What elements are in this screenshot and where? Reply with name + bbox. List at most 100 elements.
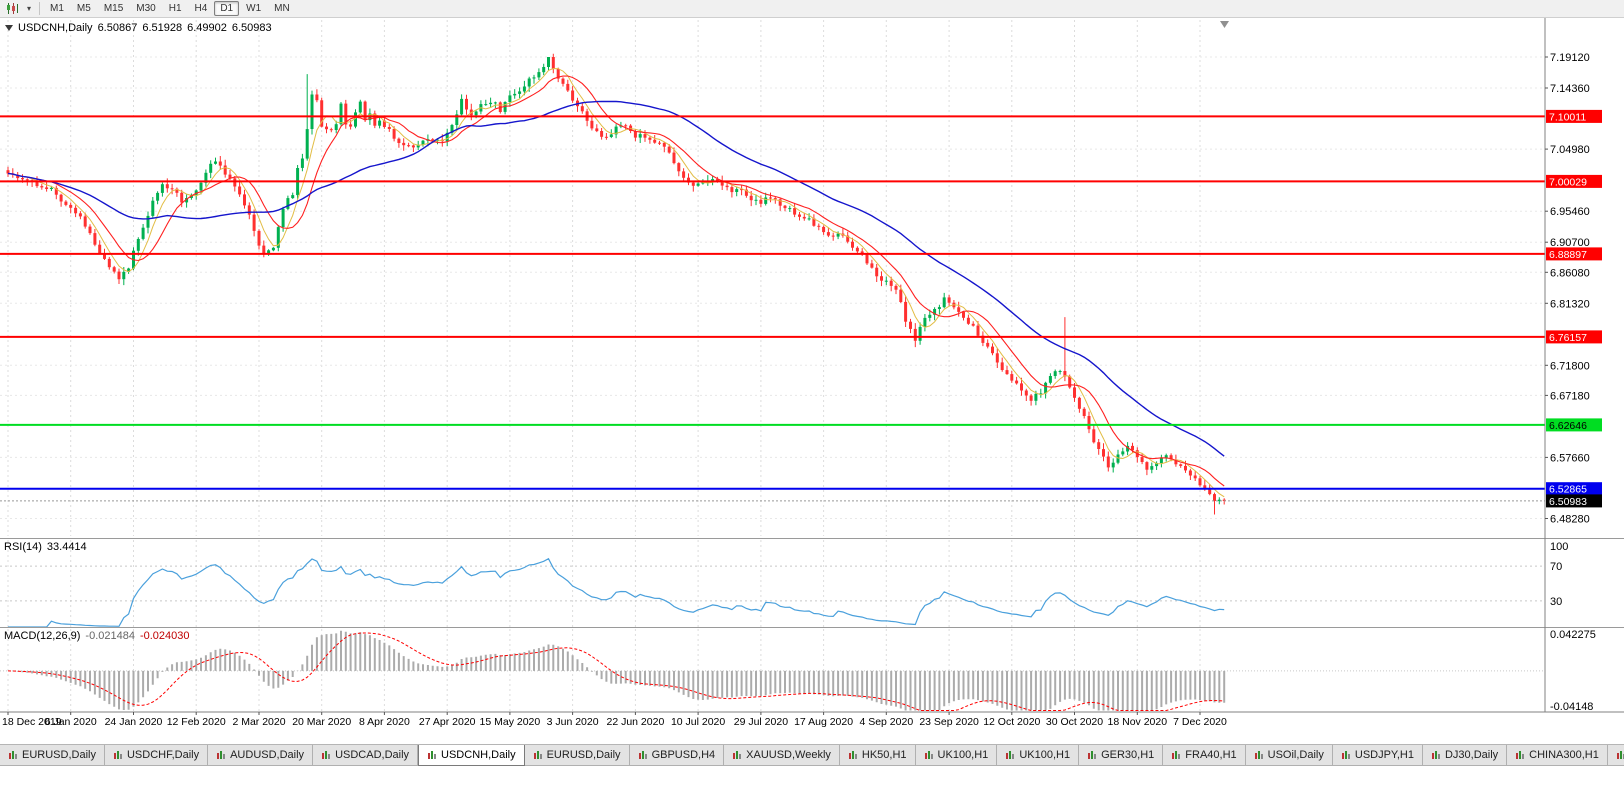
chart-tab-eurusd-daily[interactable]: EURUSD,Daily <box>524 745 630 766</box>
price-axis[interactable]: 7.19120 7.14360 7.04980 6.95460 6.90700 6.860… <box>1545 52 1602 713</box>
chart-tab-usoil-daily[interactable]: USOil,Daily <box>1245 745 1333 766</box>
chart-tab-label: CHINA300,H1 <box>1529 749 1599 761</box>
svg-text:7.19120: 7.19120 <box>1550 52 1590 64</box>
svg-text:6 Jan 2020: 6 Jan 2020 <box>45 716 97 728</box>
chart-tab-label: GER30,H1 <box>1101 749 1155 761</box>
svg-text:7.04980: 7.04980 <box>1550 144 1590 156</box>
svg-text:12 Feb 2020: 12 Feb 2020 <box>167 716 226 728</box>
svg-text:6.52865: 6.52865 <box>1549 484 1587 496</box>
period-button-m1[interactable]: M1 <box>50 3 64 14</box>
chart-tab-fra40-h1[interactable]: FRA40,H1 <box>1163 745 1246 766</box>
svg-text:30: 30 <box>1550 596 1562 608</box>
svg-text:6.95460: 6.95460 <box>1550 206 1590 218</box>
chart-tab-uk100-h1[interactable]: UK100,H1 <box>915 745 998 766</box>
chart-tab-label: USDCHF,Daily <box>126 749 200 761</box>
svg-text:-0.04148: -0.04148 <box>1550 701 1593 713</box>
period-button-mn[interactable]: MN <box>274 3 290 14</box>
period-button-w1[interactable]: W1 <box>246 3 262 14</box>
chart-tab-label: EURUSD,Daily <box>22 749 96 761</box>
chart-tab-label: USDJPY,H1 <box>1354 749 1414 761</box>
chart-tab-label: USDCAD,Daily <box>335 749 410 761</box>
subwindow-collapse-icon[interactable] <box>5 25 13 31</box>
chart-tab-usdcnh-daily[interactable]: USDCNH,Daily <box>418 745 525 766</box>
svg-text:22 Jun 2020: 22 Jun 2020 <box>606 716 664 728</box>
svg-text:30 Oct 2020: 30 Oct 2020 <box>1046 716 1103 728</box>
chart-tab-audusd-daily[interactable]: AUDUSD,Daily <box>208 745 314 766</box>
chart-tab-label: HK50,H1 <box>861 749 907 761</box>
chart-tab-usdchf-daily[interactable]: USDCHF,Daily <box>104 745 209 766</box>
svg-text:6.67180: 6.67180 <box>1550 390 1590 402</box>
rsi-panel <box>0 557 1545 628</box>
chart-tab-icon <box>1087 750 1097 760</box>
svg-text:15 May 2020: 15 May 2020 <box>480 716 541 728</box>
period-button-d1[interactable]: D1 <box>214 1 240 16</box>
chart-tab-label: USOil,Daily <box>1267 749 1324 761</box>
chart-tab-label: UK100,H1 <box>1019 749 1071 761</box>
chart-tabbar: EURUSD,Daily USDCHF,Daily AUDUSD,Daily USDC… <box>0 744 1624 766</box>
chart-tab-china300-h1[interactable]: CHINA300,H1 <box>1507 745 1608 766</box>
period-buttons-group: M1 M5 M15 M30 H1 H4 D1 W1 MN <box>44 1 296 16</box>
chart-tab-hk50-h1[interactable]: HK50,H1 <box>839 745 916 766</box>
chart-tab-icon <box>1616 750 1624 760</box>
svg-text:2 Mar 2020: 2 Mar 2020 <box>232 716 285 728</box>
svg-text:17 Aug 2020: 17 Aug 2020 <box>794 716 853 728</box>
svg-text:0.042275: 0.042275 <box>1550 629 1596 641</box>
chart-tab-gbpusd-h4[interactable]: GBPUSD,H4 <box>629 745 725 766</box>
svg-text:12 Oct 2020: 12 Oct 2020 <box>983 716 1040 728</box>
chart-tab-icon <box>1005 750 1015 760</box>
svg-text:6.88897: 6.88897 <box>1549 249 1587 261</box>
chart-tab-label: DJ30,Daily <box>1444 749 1499 761</box>
svg-text:24 Jan 2020: 24 Jan 2020 <box>105 716 163 728</box>
chart-tab-icon <box>1171 750 1181 760</box>
chart-tab-us[interactable]: US <box>1607 745 1624 766</box>
chart-tab-label: GBPUSD,H4 <box>651 749 716 761</box>
chart-tab-eurusd-daily[interactable]: EURUSD,Daily <box>0 745 105 766</box>
chart-tab-icon <box>8 750 18 760</box>
chart-tab-icon <box>216 750 226 760</box>
svg-text:18 Nov 2020: 18 Nov 2020 <box>1108 716 1168 728</box>
chart-tab-icon <box>924 750 934 760</box>
svg-text:18 Dec 2019: 18 Dec 2019 <box>2 716 62 728</box>
period-button-h1[interactable]: H1 <box>168 3 182 14</box>
svg-text:6.57660: 6.57660 <box>1550 452 1590 464</box>
svg-text:100: 100 <box>1550 541 1568 553</box>
svg-text:70: 70 <box>1550 561 1562 573</box>
chart-tab-uk100-h1[interactable]: UK100,H1 <box>997 745 1080 766</box>
period-button-m15[interactable]: M15 <box>103 3 124 14</box>
svg-text:6.62646: 6.62646 <box>1549 420 1587 432</box>
svg-text:3 Jun 2020: 3 Jun 2020 <box>547 716 599 728</box>
chevron-down-icon[interactable]: ▾ <box>27 4 32 13</box>
svg-text:6.76157: 6.76157 <box>1549 332 1587 344</box>
svg-text:7.14360: 7.14360 <box>1550 83 1590 95</box>
chart-tab-dj30-daily[interactable]: DJ30,Daily <box>1422 745 1508 766</box>
svg-text:29 Jul 2020: 29 Jul 2020 <box>734 716 788 728</box>
ma-10-line <box>7 75 1225 487</box>
chart-tab-xauusd-weekly[interactable]: XAUUSD,Weekly <box>724 745 840 766</box>
svg-text:8 Apr 2020: 8 Apr 2020 <box>359 716 410 728</box>
chart-shift-marker-icon[interactable] <box>1220 21 1229 28</box>
chart-tab-ger30-h1[interactable]: GER30,H1 <box>1079 745 1164 766</box>
chart-tab-label: AUDUSD,Daily <box>230 749 305 761</box>
svg-text:6.48280: 6.48280 <box>1550 514 1590 526</box>
chart-tab-icon <box>321 750 331 760</box>
chart-tab-usdcad-daily[interactable]: USDCAD,Daily <box>313 745 419 766</box>
chart-tab-usdjpy-h1[interactable]: USDJPY,H1 <box>1332 745 1423 766</box>
period-button-m5[interactable]: M5 <box>76 3 91 14</box>
chart-window[interactable]: 7.19120 7.14360 7.04980 6.95460 6.90700 6.860… <box>0 18 1624 730</box>
chart-tab-icon <box>1254 750 1264 760</box>
chart-tab-icon <box>533 750 543 760</box>
period-button-m30[interactable]: M30 <box>136 3 156 14</box>
svg-text:27 Apr 2020: 27 Apr 2020 <box>419 716 476 728</box>
chart-tab-icon <box>732 750 742 760</box>
horizontal-level-lines[interactable] <box>0 115 1545 502</box>
period-button-h4[interactable]: H4 <box>194 3 208 14</box>
svg-text:6.81320: 6.81320 <box>1550 298 1590 310</box>
svg-text:4 Sep 2020: 4 Sep 2020 <box>859 716 913 728</box>
chart-tab-icon <box>1431 750 1441 760</box>
candlestick-chart-icon[interactable] <box>2 1 23 16</box>
ma-34-line <box>7 100 1225 457</box>
price-chart-svg[interactable]: 7.19120 7.14360 7.04980 6.95460 6.90700 6.860… <box>0 18 1624 730</box>
svg-text:10 Jul 2020: 10 Jul 2020 <box>671 716 725 728</box>
